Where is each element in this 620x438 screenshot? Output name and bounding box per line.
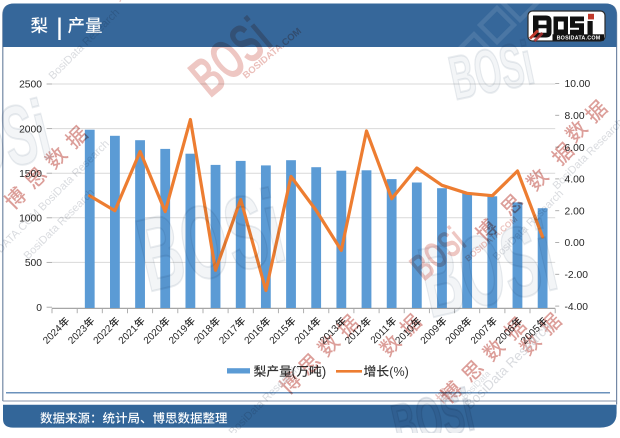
svg-text:(: ( xyxy=(292,364,297,379)
svg-text:1500: 1500 xyxy=(19,169,42,180)
svg-text:2000: 2000 xyxy=(19,124,42,135)
svg-text:10.00: 10.00 xyxy=(565,79,591,90)
svg-text:2.00: 2.00 xyxy=(565,206,585,217)
svg-text:(%): (%) xyxy=(389,365,408,379)
svg-text:-4.00: -4.00 xyxy=(565,302,589,313)
svg-text:8.00: 8.00 xyxy=(565,111,585,122)
svg-text:6.00: 6.00 xyxy=(565,143,585,154)
svg-text:0.00: 0.00 xyxy=(565,238,585,249)
svg-text:4.00: 4.00 xyxy=(565,175,585,186)
svg-text:1000: 1000 xyxy=(19,214,42,225)
svg-text:-2.00: -2.00 xyxy=(565,270,589,281)
svg-text:2500: 2500 xyxy=(19,80,42,91)
svg-text:500: 500 xyxy=(25,258,42,269)
svg-text:): ) xyxy=(322,364,327,379)
svg-text:BOSIDATA.COM: BOSIDATA.COM xyxy=(557,36,601,42)
svg-text:0: 0 xyxy=(36,303,42,314)
